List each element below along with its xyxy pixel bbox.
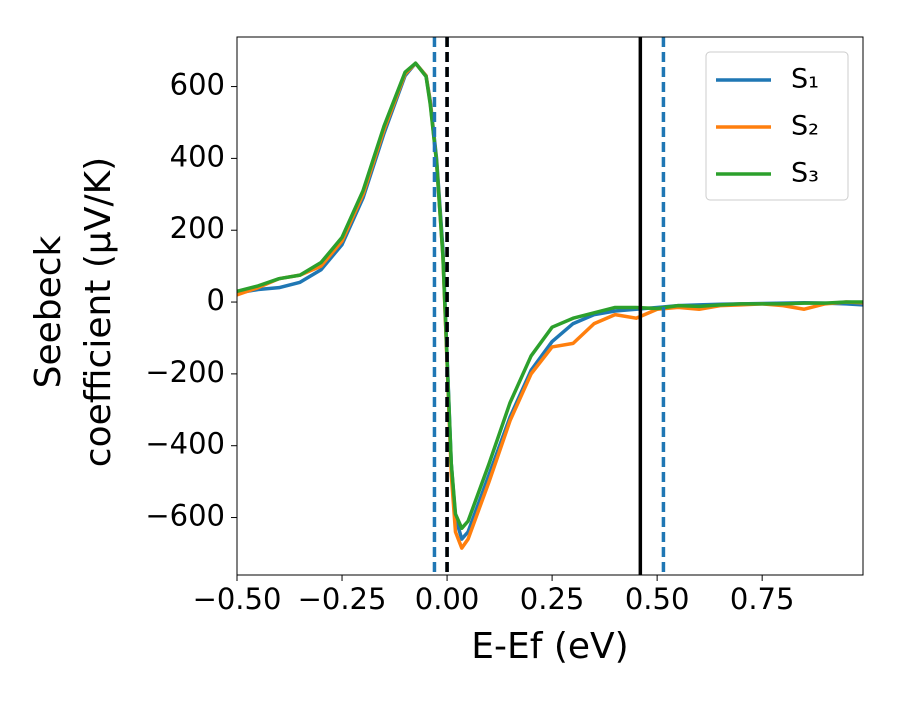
y-tick-label: −400 <box>145 427 225 461</box>
x-axis-label: E-Ef (eV) <box>471 626 628 667</box>
y-tick-label: −200 <box>145 355 225 389</box>
plot-frame <box>236 36 864 576</box>
y-axis-label: Seebeck <box>28 235 69 388</box>
legend-label: S₂ <box>791 111 819 142</box>
legend-label: S₁ <box>791 64 819 95</box>
x-tick-label: 0.25 <box>520 582 585 616</box>
y-tick-label: −600 <box>145 499 225 533</box>
x-tick-label: −0.50 <box>193 582 282 616</box>
x-tick-label: 0.00 <box>415 582 480 616</box>
legend-box <box>705 51 849 201</box>
plot-area <box>237 37 863 575</box>
y-axis-label: coefficient (μV/K) <box>78 157 119 467</box>
y-tick-label: 0 <box>207 283 225 317</box>
x-tick-label: 0.75 <box>730 582 795 616</box>
legend-label: S₃ <box>791 158 819 189</box>
x-tick-label: 0.50 <box>625 582 690 616</box>
y-tick-label: 400 <box>170 139 225 173</box>
x-tick-label: −0.25 <box>298 582 387 616</box>
y-tick-label: 600 <box>170 68 225 102</box>
series-line <box>237 61 863 531</box>
y-tick-label: 200 <box>170 211 225 245</box>
